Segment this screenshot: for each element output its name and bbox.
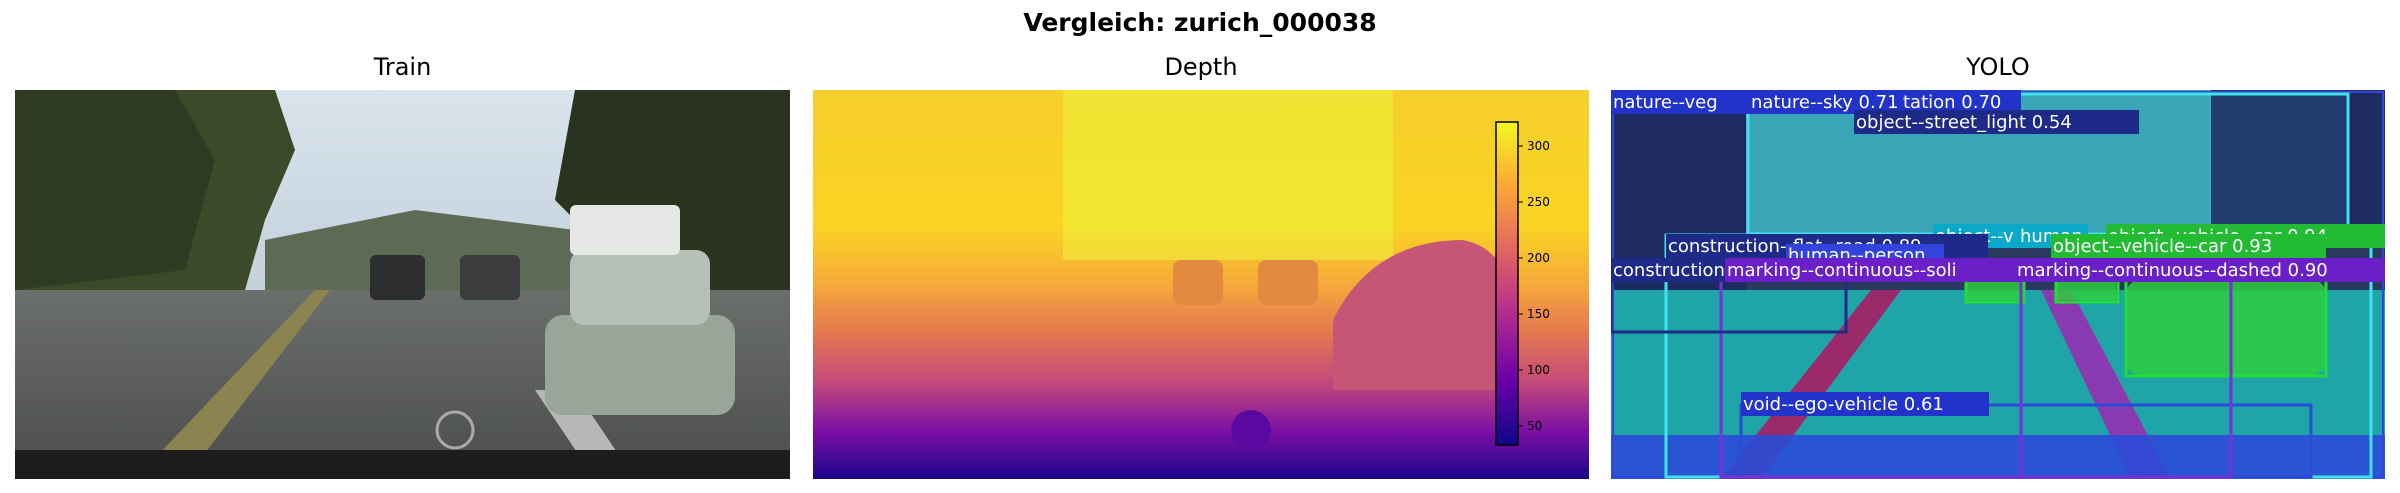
car-dark-1	[370, 255, 425, 300]
van-white	[570, 205, 680, 255]
figure-title: Vergleich: zurich_000038	[1023, 8, 1377, 37]
colorbar	[1495, 121, 1519, 446]
mask-marking-dashed	[2041, 290, 2171, 479]
label-bg-vegetation	[1611, 90, 1751, 114]
segmentation-overlay: nature--veg nature--sky 0.71 tation 0.70…	[1611, 90, 2385, 479]
colorbar-tick-250: 250	[1527, 195, 1550, 209]
label-bg-car-2	[2051, 234, 2326, 258]
mask-ego-vehicle	[1611, 435, 2385, 479]
label-vegetation: nature--veg	[1613, 92, 1718, 113]
label-ego-vehicle: void--ego-vehicle 0.61	[1743, 394, 1944, 415]
label-construction: construction	[1613, 260, 1725, 281]
hood-emblem	[435, 410, 475, 450]
yolo-image-panel: nature--veg nature--sky 0.71 tation 0.70…	[1611, 90, 2385, 479]
label-marking-dashed: marking--continuous--dashed 0.90	[2017, 260, 2328, 281]
label-tation: tation 0.70	[1903, 92, 2001, 113]
road-marking-yellow	[135, 290, 330, 479]
colorbar-tick-50: 50	[1527, 419, 1542, 433]
label-bg-street-light	[1854, 110, 2139, 134]
colorbar-tick-150: 150	[1527, 307, 1550, 321]
panel-title-depth: Depth	[1164, 53, 1238, 81]
tree-left-dark	[15, 90, 215, 290]
colorbar-tick-200: 200	[1527, 251, 1550, 265]
ego-hood	[15, 450, 790, 479]
panel-title-yolo: YOLO	[1966, 53, 2030, 81]
label-car-2: object--vehicle--car 0.93	[2053, 236, 2272, 257]
label-bg-construction	[1611, 258, 1725, 282]
label-sky: nature--sky 0.71	[1751, 92, 1899, 113]
depth-car-1	[1173, 260, 1223, 305]
street-scene-photo	[15, 90, 790, 479]
train-image-panel	[15, 90, 790, 479]
depth-image-panel: 300 250 200 150 100 50	[813, 90, 1589, 479]
colorbar-tick-300: 300	[1527, 139, 1550, 153]
car-fiat	[545, 315, 735, 415]
car-fiat-roof	[570, 250, 710, 325]
label-bg-ego-vehicle	[1741, 392, 1989, 416]
colorbar-tick-100: 100	[1527, 363, 1550, 377]
panel-title-train: Train	[373, 53, 432, 81]
car-dark-2	[460, 255, 520, 300]
mask-vegetation-right	[2211, 90, 2385, 240]
label-street-light: object--street_light 0.54	[1856, 112, 2072, 133]
depth-car-2	[1258, 260, 1318, 305]
depth-emblem	[1231, 410, 1271, 450]
colorbar-ticks: 300 250 200 150 100 50	[1518, 139, 1550, 433]
hills	[265, 210, 615, 300]
label-marking-continuous: marking--continuous--soli	[1727, 260, 1957, 281]
depth-near-car	[1333, 240, 1513, 390]
mask-car-near	[2126, 280, 2326, 375]
label-bg-marking-dashed	[2015, 258, 2385, 282]
depth-map	[813, 90, 1589, 479]
label-bg-marking-continuous	[1725, 258, 2025, 282]
depth-far-sky	[1063, 90, 1393, 260]
mask-marking-continuous	[1721, 290, 1901, 479]
